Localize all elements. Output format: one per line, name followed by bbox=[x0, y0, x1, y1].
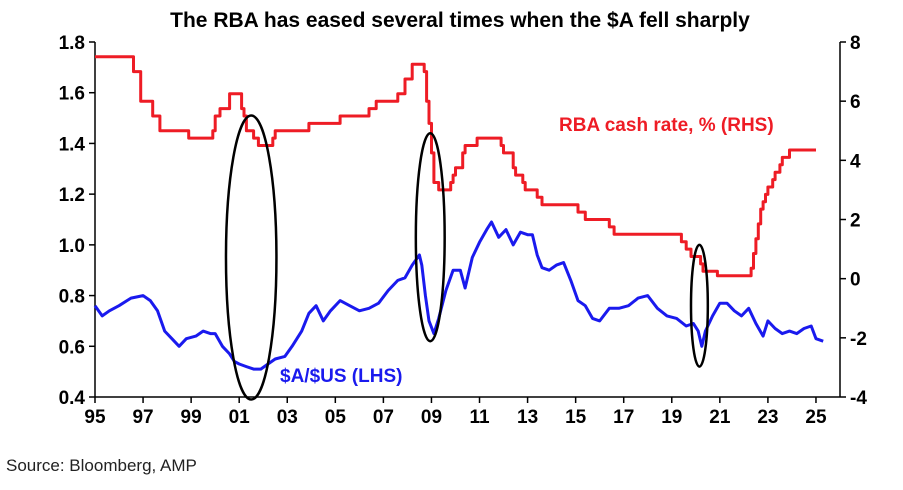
left-axis-tick-label: 1.0 bbox=[59, 236, 85, 257]
right-axis-tick-label: -2 bbox=[850, 329, 867, 350]
highlight-ellipse-3 bbox=[689, 243, 710, 368]
series-label-aud-usd: $A/$US (LHS) bbox=[280, 366, 402, 387]
right-axis-tick-label: -4 bbox=[850, 388, 867, 409]
axes: 0.4 0.6 0.8 1.0 1.2 1.4 1.6 1.8 -4 -2 0 2 4 6 8 95 97 99 0… bbox=[59, 33, 868, 428]
x-axis-tick-label: 99 bbox=[181, 407, 202, 428]
x-axis-tick-label: 97 bbox=[132, 407, 153, 428]
x-axis-tick-label: 15 bbox=[565, 407, 587, 428]
right-axis-tick-label: 6 bbox=[850, 92, 861, 113]
right-axis-tick-label: 4 bbox=[850, 151, 861, 172]
left-axis-tick-label: 1.6 bbox=[59, 84, 85, 105]
left-axis-tick-label: 0.4 bbox=[59, 388, 86, 409]
series-lines bbox=[93, 55, 824, 371]
highlight-ellipses bbox=[224, 114, 710, 401]
x-axis-tick-label: 19 bbox=[661, 407, 682, 428]
x-axis-tick-label: 07 bbox=[373, 407, 394, 428]
chart-title: The RBA has eased several times when the… bbox=[170, 9, 750, 32]
x-axis-tick-label: 23 bbox=[757, 407, 778, 428]
x-axis-tick-label: 03 bbox=[277, 407, 298, 428]
left-axis-tick-label: 1.4 bbox=[59, 134, 86, 155]
right-axis-tick-label: 8 bbox=[850, 33, 861, 54]
x-axis-tick-label: 11 bbox=[469, 407, 490, 428]
right-axis-tick-label: 2 bbox=[850, 211, 861, 232]
x-axis-tick-label: 01 bbox=[229, 407, 251, 428]
x-axis-tick-label: 17 bbox=[613, 407, 634, 428]
left-axis-tick-label: 1.2 bbox=[59, 185, 85, 206]
x-axis-tick-label: 95 bbox=[84, 407, 106, 428]
left-axis-tick-label: 1.8 bbox=[59, 33, 85, 54]
series-line-rba-cash-rate bbox=[95, 55, 816, 278]
highlight-ellipse-1 bbox=[224, 114, 278, 401]
right-axis-tick-label: 0 bbox=[850, 270, 861, 291]
series-label-rba-cash-rate: RBA cash rate, % (RHS) bbox=[559, 115, 774, 136]
highlight-ellipse-2 bbox=[414, 132, 446, 343]
x-axis-tick-label: 21 bbox=[709, 407, 731, 428]
left-axis-tick-label: 0.8 bbox=[59, 287, 85, 308]
x-axis-tick-label: 25 bbox=[805, 407, 827, 428]
source-note: Source: Bloomberg, AMP bbox=[6, 456, 197, 475]
x-axis-tick-label: 09 bbox=[421, 407, 442, 428]
x-axis-tick-label: 13 bbox=[517, 407, 538, 428]
left-axis-tick-label: 0.6 bbox=[59, 337, 85, 358]
series-line-aud-usd bbox=[93, 220, 824, 371]
x-axis-tick-label: 05 bbox=[325, 407, 347, 428]
